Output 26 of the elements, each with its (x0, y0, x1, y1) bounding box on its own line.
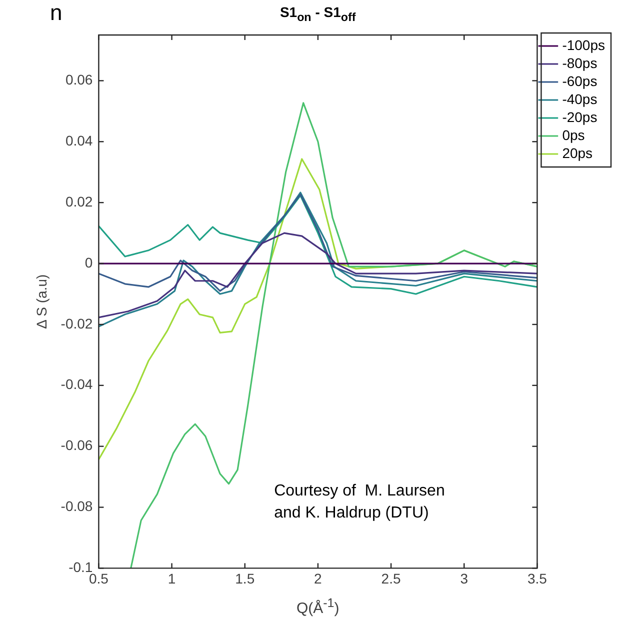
legend-label: 0ps (562, 126, 585, 143)
x-tick-label: 2.5 (381, 570, 401, 586)
legend-label: -20ps (562, 108, 598, 125)
legend-label: -100ps (562, 36, 606, 53)
x-tick-label: 1.5 (235, 570, 255, 586)
y-tick-label: -0.06 (60, 437, 93, 454)
x-axis-title: Q(Å$^{-1}$) (296, 596, 340, 618)
x-tick-label: 3 (460, 570, 468, 586)
x-tick-label: 1 (168, 570, 176, 586)
y-tick-label: 0.02 (65, 193, 93, 210)
y-tick-label: -0.02 (60, 315, 93, 332)
y-tick-label: 0.06 (65, 72, 93, 88)
annotation: Courtesy of M. Laursen and K. Haldrup (DTU) (274, 482, 445, 522)
y-tick-label: 0.04 (65, 132, 93, 148)
legend-label: -60ps (562, 72, 598, 89)
x-tick-label: 3.5 (527, 570, 548, 586)
x-tick-label: 2 (314, 570, 322, 586)
y-tick-label: -0.08 (60, 498, 93, 514)
legend-label: 20ps (562, 144, 593, 161)
legend-label: -80ps (562, 54, 598, 71)
text: n (50, 0, 62, 26)
chart-title: S1$_{on}$ - S1$_{off}$ (280, 4, 356, 24)
y-axis-title: Δ S (a.u) (33, 274, 50, 329)
y-tick-label: -0.04 (60, 376, 93, 392)
y-tick-label: 0 (84, 254, 93, 270)
legend-label: -40ps (562, 90, 598, 107)
